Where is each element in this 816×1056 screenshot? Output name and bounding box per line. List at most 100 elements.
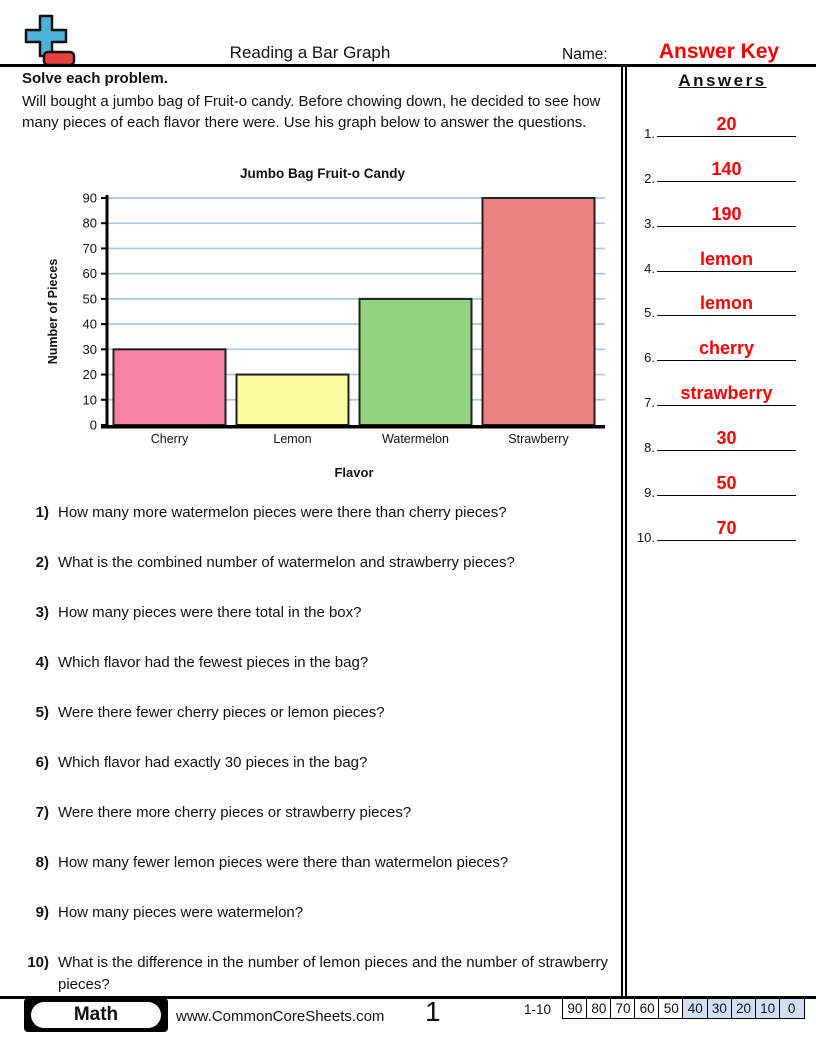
website-url: www.CommonCoreSheets.com xyxy=(176,1008,385,1025)
header-divider xyxy=(0,64,816,67)
y-tick-label: 70 xyxy=(83,241,97,256)
bar-lemon xyxy=(235,373,350,426)
answer-number: 5. xyxy=(644,305,655,321)
question-text: How many more watermelon pieces were the… xyxy=(58,504,507,521)
bar-strawberry xyxy=(481,197,596,426)
problem-intro: Will bought a jumbo bag of Fruit-o candy… xyxy=(22,93,601,131)
answer-value: 30 xyxy=(716,428,737,449)
y-axis-title: Number of Pieces xyxy=(46,259,60,365)
score-cell: 50 xyxy=(658,998,685,1019)
answer-value: 70 xyxy=(716,517,737,538)
instructions-heading: Solve each problem. xyxy=(22,70,168,87)
answer-row: 1. 20 xyxy=(631,98,814,143)
x-tick-label: Lemon xyxy=(273,432,311,446)
answer-number: 3. xyxy=(644,215,655,231)
question-row: 7) Were there more cherry pieces or stra… xyxy=(22,802,612,852)
question-number: 4) xyxy=(35,654,49,671)
answer-value: cherry xyxy=(698,338,755,359)
answer-value: 50 xyxy=(716,473,737,494)
question-number: 8) xyxy=(35,854,49,871)
y-tick-label: 50 xyxy=(83,291,97,306)
question-number: 6) xyxy=(35,754,49,771)
score-cell: 60 xyxy=(634,998,660,1019)
y-tick-label: 80 xyxy=(83,216,97,231)
page-number: 1 xyxy=(425,996,441,1027)
question-row: 8) How many fewer lemon pieces were ther… xyxy=(22,852,612,902)
y-tick-label: 40 xyxy=(83,317,97,332)
question-text: How many pieces were watermelon? xyxy=(58,904,304,921)
answer-line xyxy=(657,495,796,497)
x-tick-label: Watermelon xyxy=(382,432,449,446)
question-number: 2) xyxy=(35,554,49,571)
answer-number: 7. xyxy=(644,395,655,411)
answer-number: 1. xyxy=(644,125,655,141)
page-title: Reading a Bar Graph xyxy=(229,43,391,62)
question-text: Were there more cherry pieces or strawbe… xyxy=(58,804,412,821)
answer-number: 8. xyxy=(644,440,655,456)
question-row: 10) What is the difference in the number… xyxy=(22,952,612,1002)
y-tick-label: 20 xyxy=(83,367,97,382)
question-text: What is the combined number of watermelo… xyxy=(58,554,515,571)
answer-row: 5. lemon xyxy=(631,278,814,323)
answer-line xyxy=(657,405,796,407)
score-cell: 20 xyxy=(730,998,757,1019)
question-number: 5) xyxy=(35,704,49,721)
y-tick-label: 60 xyxy=(83,266,97,281)
question-row: 9) How many pieces were watermelon? xyxy=(22,902,612,952)
answer-line xyxy=(657,180,796,182)
subject-badge: Math xyxy=(24,998,168,1032)
answer-line xyxy=(657,270,796,272)
score-cell: 0 xyxy=(778,998,805,1019)
question-text: What is the difference in the number of … xyxy=(58,954,609,993)
chart-title: Jumbo Bag Fruit-o Candy xyxy=(240,166,405,181)
answer-number: 4. xyxy=(644,260,655,276)
answer-value: lemon xyxy=(699,248,753,269)
score-cell: 40 xyxy=(682,998,709,1019)
x-axis-title: Flavor xyxy=(334,465,373,480)
question-row: 4) Which flavor had the fewest pieces in… xyxy=(22,652,612,702)
answer-row: 6. cherry xyxy=(631,322,814,367)
answer-value: 140 xyxy=(711,158,742,179)
answer-row: 10. 70 xyxy=(631,502,814,547)
answer-row: 2. 140 xyxy=(631,143,814,188)
score-table: 90 80 70 60 50 40 30 20 10 0 xyxy=(562,998,805,1019)
question-text: Were there fewer cherry pieces or lemon … xyxy=(58,704,385,721)
answer-line xyxy=(657,225,796,227)
question-text: How many pieces were there total in the … xyxy=(58,604,362,621)
question-text: How many fewer lemon pieces were there t… xyxy=(58,854,509,871)
question-number: 7) xyxy=(35,804,49,821)
question-number: 9) xyxy=(35,904,49,921)
footer-divider xyxy=(0,996,816,999)
question-number: 1) xyxy=(35,504,49,521)
answer-line xyxy=(657,135,796,137)
question-row: 2) What is the combined number of waterm… xyxy=(22,552,612,602)
question-row: 1) How many more watermelon pieces were … xyxy=(22,502,612,552)
y-tick-label: 0 xyxy=(90,418,97,433)
answer-number: 9. xyxy=(644,485,655,501)
subject-badge-label: Math xyxy=(31,1002,161,1028)
answer-number: 10. xyxy=(636,529,655,545)
score-cell: 70 xyxy=(610,998,636,1019)
y-tick-label: 90 xyxy=(83,191,97,206)
score-cell: 10 xyxy=(754,998,781,1019)
question-text: Which flavor had the fewest pieces in th… xyxy=(58,654,369,671)
question-row: 3) How many pieces were there total in t… xyxy=(22,602,612,652)
answers-list: 1. 20 2. 140 3. 190 4. lemon 5. lemon 6.… xyxy=(631,98,814,547)
score-cell: 80 xyxy=(586,998,612,1019)
answers-column-divider xyxy=(621,67,627,996)
answer-row: 4. lemon xyxy=(631,233,814,278)
answer-number: 2. xyxy=(644,170,655,186)
y-tick-label: 10 xyxy=(83,392,97,407)
answer-line xyxy=(657,539,796,541)
answer-value: strawberry xyxy=(680,383,773,404)
answer-row: 7. strawberry xyxy=(631,367,814,412)
answer-value: lemon xyxy=(699,293,753,314)
bar-cherry xyxy=(112,348,227,426)
answer-value: 190 xyxy=(711,203,742,224)
question-list: 1) How many more watermelon pieces were … xyxy=(22,502,612,1002)
question-number: 10) xyxy=(27,954,49,971)
answer-row: 9. 50 xyxy=(631,457,814,502)
name-label: Name: xyxy=(562,46,608,63)
bar-chart: 0 10 20 30 40 50 60 70 80 90 Cherry Lemon Watermelon… xyxy=(46,191,605,480)
